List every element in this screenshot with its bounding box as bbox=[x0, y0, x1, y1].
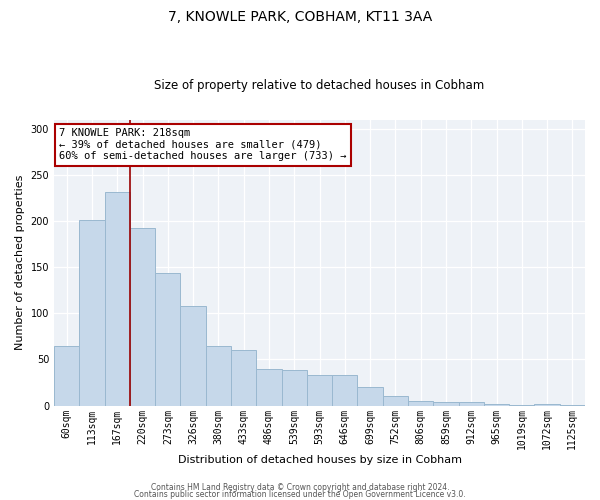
Bar bbox=[535, 404, 560, 406]
Bar bbox=[433, 402, 458, 406]
Bar bbox=[509, 404, 535, 406]
Bar bbox=[104, 192, 130, 406]
Bar bbox=[155, 272, 181, 406]
Bar bbox=[408, 401, 433, 406]
Bar bbox=[256, 368, 281, 406]
Bar bbox=[181, 306, 206, 406]
Bar bbox=[383, 396, 408, 406]
Text: Contains public sector information licensed under the Open Government Licence v3: Contains public sector information licen… bbox=[134, 490, 466, 499]
X-axis label: Distribution of detached houses by size in Cobham: Distribution of detached houses by size … bbox=[178, 455, 461, 465]
Text: Contains HM Land Registry data © Crown copyright and database right 2024.: Contains HM Land Registry data © Crown c… bbox=[151, 484, 449, 492]
Y-axis label: Number of detached properties: Number of detached properties bbox=[15, 175, 25, 350]
Bar bbox=[130, 228, 155, 406]
Bar bbox=[79, 220, 104, 406]
Bar bbox=[54, 346, 79, 406]
Bar bbox=[560, 404, 585, 406]
Bar bbox=[307, 375, 332, 406]
Text: 7 KNOWLE PARK: 218sqm
← 39% of detached houses are smaller (479)
60% of semi-det: 7 KNOWLE PARK: 218sqm ← 39% of detached … bbox=[59, 128, 347, 162]
Text: 7, KNOWLE PARK, COBHAM, KT11 3AA: 7, KNOWLE PARK, COBHAM, KT11 3AA bbox=[168, 10, 432, 24]
Bar bbox=[358, 387, 383, 406]
Title: Size of property relative to detached houses in Cobham: Size of property relative to detached ho… bbox=[154, 79, 485, 92]
Bar bbox=[484, 404, 509, 406]
Bar bbox=[458, 402, 484, 406]
Bar bbox=[206, 346, 231, 406]
Bar bbox=[231, 350, 256, 406]
Bar bbox=[332, 375, 358, 406]
Bar bbox=[281, 370, 307, 406]
